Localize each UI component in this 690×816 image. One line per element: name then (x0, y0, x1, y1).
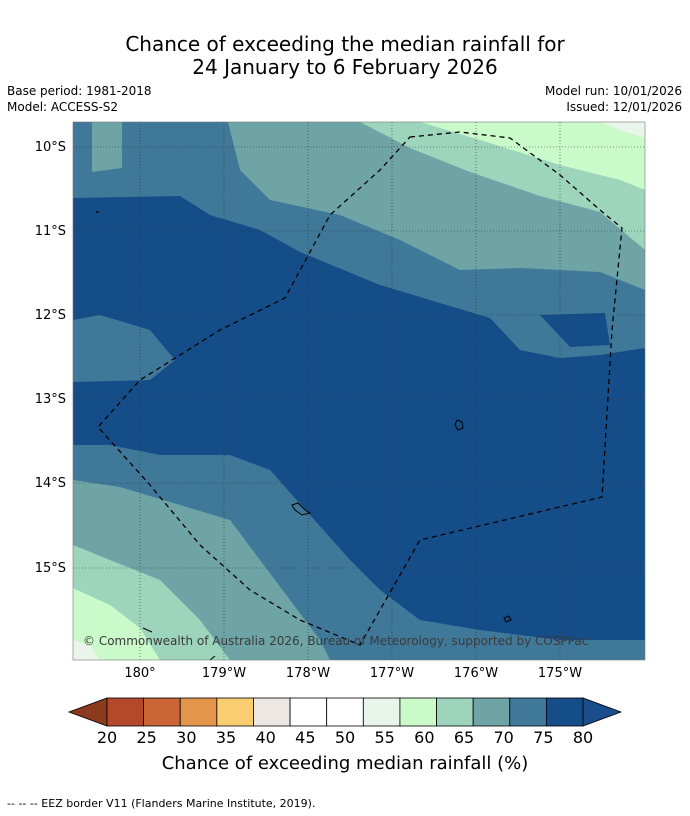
colorbar-cell (326, 697, 364, 727)
lat-label: 15°S (35, 561, 66, 576)
colorbar-cell (472, 697, 511, 727)
band-60-65-lower-left (73, 588, 160, 660)
band-55-60-corner (600, 122, 645, 138)
lat-label: 11°S (35, 224, 66, 239)
lon-label: 178°W (286, 666, 330, 681)
band-60-65-upper-right (420, 122, 645, 190)
colorbar-tick-label: 45 (295, 728, 315, 747)
colorbar-cell (545, 697, 584, 727)
colorbar-tick-label: 40 (255, 728, 275, 747)
lat-label: 13°S (35, 392, 66, 407)
band-55-60-corner-lower (73, 640, 100, 660)
colorbar-tick-label: 55 (374, 728, 394, 747)
model-run-label: Model run: 10/01/2026 (544, 84, 682, 98)
colorbar-tick-label: 20 (97, 728, 117, 747)
colorbar-cell (362, 697, 401, 727)
graticule (73, 122, 645, 660)
colorbar: 20 25 30 35 40 45 50 55 60 65 70 75 80 (67, 697, 623, 747)
colorbar-cell (143, 697, 181, 727)
colorbar-under-arrow (67, 697, 108, 727)
colorbar-cell (399, 697, 437, 727)
base-period-label: Base period: 1981-2018 (7, 84, 152, 98)
lon-label: 180° (124, 666, 155, 681)
colorbar-cell (179, 697, 218, 727)
lon-label: 175°W (538, 666, 582, 681)
lat-label: 12°S (35, 308, 66, 323)
colorbar-cell (509, 697, 547, 727)
lon-label: 176°W (454, 666, 498, 681)
colorbar-cell (289, 697, 328, 727)
colorbar-tick-label: 30 (176, 728, 196, 747)
lat-label: 14°S (35, 476, 66, 491)
island-futuna (291, 502, 312, 516)
lon-label: 177°W (370, 666, 414, 681)
band-75-80-left-bump (73, 315, 175, 382)
probability-map (73, 122, 645, 660)
issued-label: Issued: 12/01/2026 (566, 100, 682, 114)
map-title-line2: 24 January to 6 February 2026 (192, 55, 498, 79)
colorbar-tick-label: 75 (533, 728, 553, 747)
copyright-notice: © Commonwealth of Australia 2026, Bureau… (83, 634, 588, 648)
coast-fragment-1 (142, 627, 153, 633)
colorbar-tick-label: 35 (216, 728, 236, 747)
latitude-labels: 10°S 11°S 12°S 13°S 14°S 15°S (35, 140, 66, 576)
colorbar-tick-label: 70 (493, 728, 513, 747)
island-small (503, 615, 512, 623)
colorbar-tick-label: 50 (335, 728, 355, 747)
colorbar-cell (216, 697, 254, 727)
coast-fragment-2 (209, 655, 216, 660)
map-frame (72, 121, 646, 661)
model-label: Model: ACCESS-S2 (7, 100, 119, 114)
colorbar-tick-label: 65 (454, 728, 474, 747)
colorbar-tick-label: 80 (573, 728, 593, 747)
band-80-plus-right-patch (540, 313, 610, 347)
colorbar-cell (436, 697, 474, 727)
band-80-plus (73, 196, 645, 640)
colorbar-label: Chance of exceeding median rainfall (%) (161, 753, 529, 774)
eez-border (97, 131, 623, 646)
map-title-line1: Chance of exceeding the median rainfall … (125, 32, 565, 56)
longitude-labels: 180° 179°W 178°W 177°W 176°W 175°W (124, 666, 582, 681)
colorbar-tick-label: 60 (414, 728, 434, 747)
colorbar-cell (253, 697, 291, 727)
lat-label: 10°S (35, 140, 66, 155)
island-wallis (454, 419, 464, 431)
colorbar-over-arrow (582, 697, 623, 727)
colorbar-tick-label: 25 (136, 728, 156, 747)
lon-label: 179°W (202, 666, 246, 681)
colorbar-cell (106, 697, 145, 727)
eez-footnote: -- -- -- EEZ border V11 (Flanders Marine… (7, 797, 316, 810)
